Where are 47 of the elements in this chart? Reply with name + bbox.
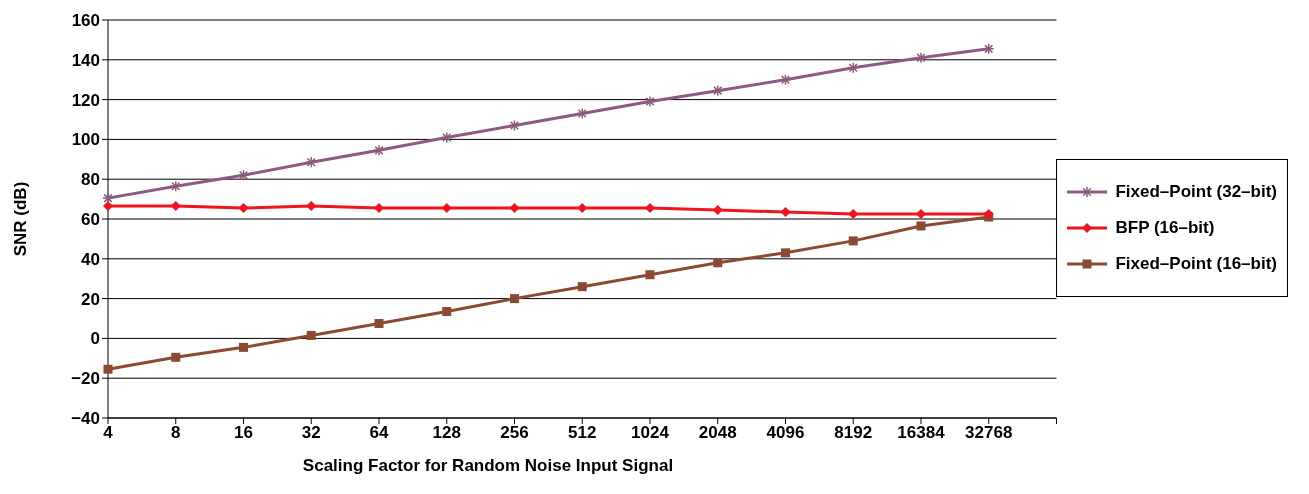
x-axis-title: Scaling Factor for Random Noise Input Signal <box>301 456 675 476</box>
legend-label: Fixed–Point (32–bit) <box>1115 181 1277 203</box>
x-tick-label: 32 <box>301 423 321 443</box>
point <box>509 294 519 304</box>
y-tick-label: 100 <box>71 130 100 150</box>
point <box>239 342 248 352</box>
x-tick-label: 16384 <box>897 423 946 443</box>
point <box>645 270 655 280</box>
x-tick-label: 128 <box>432 423 461 443</box>
point <box>780 248 790 258</box>
point <box>577 282 587 292</box>
x-tick-label: 1024 <box>631 423 670 443</box>
y-tick-label: 40 <box>81 249 100 269</box>
point <box>238 203 249 214</box>
y-tick-label: −20 <box>71 369 100 389</box>
point <box>374 318 384 328</box>
y-tick-label: 60 <box>81 210 100 230</box>
x-tick-label: 2048 <box>698 423 737 443</box>
point <box>306 330 316 340</box>
point <box>171 352 181 362</box>
legend-label: Fixed–Point (16–bit) <box>1115 253 1277 275</box>
x-tick-label: 64 <box>369 423 389 443</box>
y-tick-label: 160 <box>71 11 100 31</box>
y-tick-label: 120 <box>71 90 100 110</box>
x-tick-label: 32768 <box>965 423 1013 443</box>
y-tick-label: −40 <box>71 409 100 429</box>
x-tick-label: 256 <box>500 423 529 443</box>
x-tick-label: 16 <box>234 423 253 443</box>
point <box>780 207 791 218</box>
point <box>916 221 926 231</box>
legend-label: BFP (16–bit) <box>1115 217 1215 239</box>
y-tick-label: 20 <box>81 289 100 309</box>
point <box>848 236 858 246</box>
y-axis-title: SNR (dB) <box>11 181 31 257</box>
point <box>103 364 113 374</box>
x-tick-label: 512 <box>568 423 597 443</box>
y-tick-label: 0 <box>90 329 100 349</box>
point <box>509 203 520 214</box>
x-tick-label: 8 <box>171 423 181 443</box>
y-tick-label: 80 <box>81 170 100 190</box>
point <box>713 258 723 268</box>
x-tick-label: 4096 <box>766 423 805 443</box>
x-tick-label: 8192 <box>834 423 873 443</box>
point <box>442 307 452 317</box>
point <box>103 201 113 212</box>
y-tick-label: 140 <box>71 50 100 70</box>
x-tick-label: 4 <box>103 423 114 443</box>
